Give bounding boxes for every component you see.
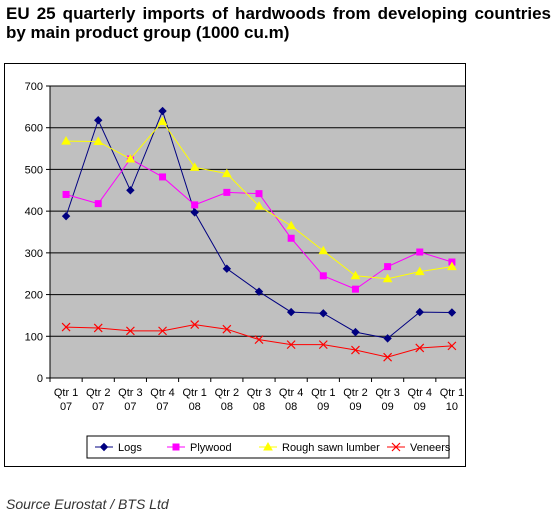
x-tick-label: Qtr 2 07 — [86, 387, 110, 413]
point-rough-sawn-lumber — [254, 201, 264, 210]
point-rough-sawn-lumber — [350, 270, 361, 280]
y-tick-label: 300 — [25, 248, 43, 260]
x-tick-label: Qtr 4 07 — [150, 387, 174, 413]
point-plywood — [191, 201, 199, 209]
point-rough-sawn-lumber — [221, 168, 232, 178]
x-tick-label: Qtr 1 10 — [440, 387, 464, 413]
point-logs — [94, 115, 103, 125]
y-tick-label: 700 — [25, 81, 43, 93]
point-plywood — [351, 285, 359, 293]
legend-label-logs: Logs — [118, 442, 142, 454]
point-plywood — [416, 248, 424, 256]
legend-marker-veneers — [391, 442, 401, 452]
point-logs — [383, 334, 392, 343]
point-plywood — [159, 173, 167, 181]
x-tick-label: Qtr 4 09 — [408, 387, 432, 413]
point-logs — [319, 309, 328, 318]
x-tick-label: Qtr 2 09 — [343, 387, 367, 413]
point-rough-sawn-lumber — [189, 162, 200, 171]
y-tick-label: 200 — [25, 290, 43, 302]
point-rough-sawn-lumber — [447, 261, 457, 271]
legend-marker-logs — [99, 442, 109, 452]
point-logs — [286, 307, 296, 317]
y-tick-label: 500 — [25, 164, 43, 176]
point-logs — [61, 211, 71, 221]
point-plywood — [62, 190, 70, 198]
x-tick-label: Qtr 3 07 — [118, 387, 142, 413]
plot-area — [49, 85, 469, 379]
point-rough-sawn-lumber — [382, 273, 393, 283]
legend-label-plywood: Plywood — [190, 442, 232, 454]
point-rough-sawn-lumber — [414, 266, 425, 276]
point-logs — [447, 308, 457, 317]
x-tick-label: Qtr 3 09 — [375, 387, 399, 413]
x-tick-label: Qtr 1 09 — [311, 387, 335, 413]
point-veneers — [351, 345, 360, 355]
point-plywood — [319, 272, 327, 280]
legend-marker-rough-sawn-lumber — [263, 441, 273, 451]
y-tick-label: 400 — [25, 206, 43, 218]
point-rough-sawn-lumber — [157, 116, 168, 125]
point-logs — [126, 186, 135, 195]
y-tick-label: 600 — [25, 123, 43, 135]
x-tick-label: Qtr 4 08 — [279, 387, 303, 413]
chart-title: EU 25 quarterly imports of hardwoods fro… — [6, 4, 551, 42]
point-veneers — [93, 323, 103, 333]
point-rough-sawn-lumber — [286, 220, 297, 230]
legend-label-veneers: Veneers — [410, 442, 451, 454]
point-veneers — [190, 320, 200, 330]
point-rough-sawn-lumber — [93, 136, 104, 145]
point-logs — [222, 264, 232, 273]
legend-marker-plywood — [172, 443, 180, 451]
point-veneers — [383, 352, 393, 362]
point-plywood — [94, 200, 102, 208]
point-rough-sawn-lumber — [318, 245, 329, 255]
point-plywood — [223, 188, 231, 196]
point-logs — [190, 208, 199, 217]
point-veneers — [318, 340, 328, 350]
point-rough-sawn-lumber — [125, 153, 136, 163]
point-veneers — [254, 335, 264, 345]
x-tick-label: Qtr 3 08 — [247, 387, 271, 413]
point-veneers — [158, 326, 167, 336]
point-veneers — [447, 341, 457, 351]
line-chart: 0 100 200 300 400 500 600 700 Qtr 1 07 Qtr 2 07 Qtr … — [25, 81, 469, 459]
point-veneers — [222, 324, 232, 334]
point-logs — [351, 327, 360, 337]
point-logs — [254, 287, 264, 296]
y-tick-label: 100 — [25, 331, 43, 343]
chart-frame: 0 100 200 300 400 500 600 700 Qtr 1 07 Qtr 2 07 Qtr … — [4, 63, 469, 467]
point-veneers — [415, 343, 425, 353]
source-note: Source Eurostat / BTS Ltd — [6, 496, 169, 512]
point-logs — [158, 106, 167, 116]
x-tick-label: Qtr 2 08 — [215, 387, 239, 413]
x-tick-label: Qtr 1 07 — [54, 387, 78, 413]
point-veneers — [125, 326, 135, 336]
y-tick-label: 0 — [37, 373, 43, 385]
point-plywood — [287, 234, 295, 242]
x-tick-label: Qtr 1 08 — [182, 387, 206, 413]
point-logs — [415, 307, 424, 317]
legend-label-rough-sawn-lumber: Rough sawn lumber — [282, 442, 380, 454]
point-rough-sawn-lumber — [61, 136, 71, 145]
point-plywood — [384, 263, 392, 271]
point-plywood — [255, 190, 263, 198]
point-veneers — [286, 340, 296, 350]
point-veneers — [61, 322, 71, 332]
